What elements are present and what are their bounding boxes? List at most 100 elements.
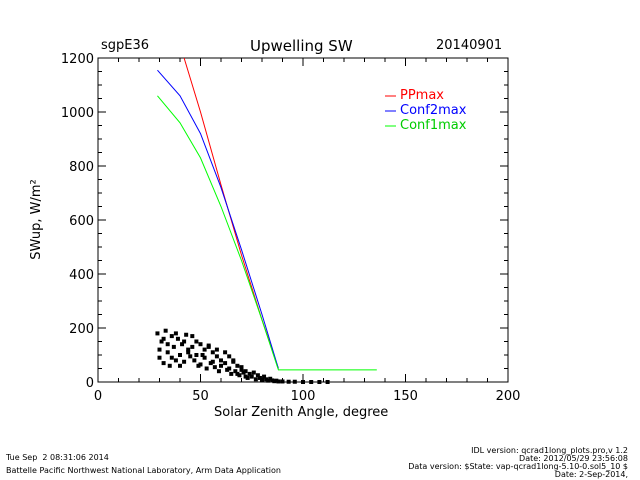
data-point: [210, 350, 215, 355]
data-point: [225, 367, 230, 372]
data-point: [249, 374, 254, 379]
data-point: [202, 355, 207, 360]
data-point: [169, 334, 174, 339]
data-point: [214, 354, 219, 359]
data-point: [219, 358, 223, 363]
data-point: [286, 379, 291, 384]
x-tick-label: 100: [291, 389, 316, 404]
data-point: [266, 378, 271, 383]
data-point: [155, 331, 160, 336]
data-point: [202, 347, 207, 352]
data-point: [157, 355, 162, 360]
data-point: [190, 334, 195, 339]
x-tick-label: 50: [192, 389, 209, 404]
y-tick-label: 800: [69, 160, 94, 175]
y-tick-label: 200: [69, 322, 94, 337]
data-point: [178, 363, 182, 368]
data-point: [167, 363, 172, 368]
site-label: sgpE36: [101, 38, 150, 53]
footer-date1: Date: 2012/05/29 23:56:08: [519, 454, 628, 463]
data-point: [264, 377, 269, 382]
data-point: [270, 378, 275, 383]
data-point: [255, 373, 260, 378]
data-point: [190, 344, 195, 349]
chart-title: Upwelling SW: [250, 37, 353, 55]
data-point: [161, 336, 166, 341]
data-point: [274, 378, 279, 383]
data-point: [182, 359, 187, 364]
data-point: [325, 380, 330, 384]
data-point: [235, 363, 240, 368]
data-point: [184, 332, 189, 337]
data-point: [165, 342, 170, 347]
data-point: [163, 328, 168, 333]
data-point: [198, 362, 203, 367]
data-point: [253, 377, 258, 382]
data-point: [268, 376, 273, 381]
y-tick-label: 0: [86, 376, 94, 391]
footer-timestamp: Tue Sep 2 08:31:06 2014: [6, 453, 109, 462]
data-point: [260, 377, 264, 382]
data-point: [196, 363, 201, 368]
x-tick-label: 0: [94, 389, 102, 404]
data-point: [239, 365, 244, 370]
data-point: [194, 353, 199, 357]
data-point: [231, 359, 236, 364]
footer-dataver: Data version: $State: vap-qcrad1long-5.1…: [408, 462, 628, 471]
data-point: [237, 373, 242, 378]
data-point: [178, 353, 182, 357]
data-point: [251, 370, 256, 375]
data-point: [219, 363, 223, 368]
y-tick-label: 1200: [61, 52, 94, 67]
data-point: [165, 350, 170, 355]
data-point: [192, 358, 197, 363]
series-conf1max: [157, 95, 377, 371]
data-point: [159, 339, 164, 344]
data-point: [180, 342, 185, 347]
data-point: [171, 344, 176, 349]
data-point: [186, 350, 191, 355]
data-point: [173, 331, 178, 336]
footer-date2: Date: 2-Sep-2014,: [554, 470, 628, 479]
data-point: [233, 369, 238, 374]
x-tick-label: 150: [393, 389, 418, 404]
footer-idl: IDL version: qcrad1long_plots.pro,v 1.2: [471, 446, 628, 455]
footer-org: Battelle Pacific Northwest National Labo…: [6, 466, 281, 475]
data-point: [173, 358, 178, 363]
data-point: [169, 355, 174, 360]
data-point: [194, 339, 199, 344]
data-point: [227, 366, 232, 371]
x-tick-label: 200: [496, 389, 521, 404]
data-point: [198, 342, 203, 347]
data-point: [262, 374, 267, 379]
y-tick-label: 400: [69, 268, 94, 283]
data-point: [301, 380, 305, 384]
data-point: [212, 365, 217, 370]
data-point: [188, 354, 193, 359]
data-point: [161, 361, 166, 366]
data-point: [245, 375, 250, 380]
data-point: [206, 344, 211, 349]
series-conf2max: [157, 69, 279, 369]
data-point: [243, 369, 248, 374]
data-point: [227, 354, 232, 359]
data-point: [239, 367, 244, 372]
legend-conf2max: Conf2max: [400, 103, 467, 118]
data-point: [214, 347, 219, 352]
data-point: [243, 374, 248, 379]
x-axis-label: Solar Zenith Angle, degree: [214, 405, 389, 420]
data-point: [247, 371, 252, 376]
data-point: [157, 347, 162, 352]
date-label: 20140901: [436, 38, 503, 53]
data-point: [210, 359, 215, 364]
data-point: [200, 353, 205, 357]
data-point: [280, 379, 285, 384]
data-point: [223, 361, 228, 366]
y-tick-label: 600: [69, 214, 94, 229]
data-point: [216, 369, 221, 374]
y-tick-label: 1000: [61, 106, 94, 121]
data-point: [204, 366, 209, 371]
data-point: [235, 371, 240, 376]
